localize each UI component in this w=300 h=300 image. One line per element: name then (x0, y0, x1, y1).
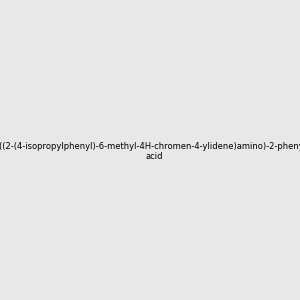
Text: (E)-2-((2-(4-isopropylphenyl)-6-methyl-4H-chromen-4-ylidene)amino)-2-phenylaceti: (E)-2-((2-(4-isopropylphenyl)-6-methyl-4… (0, 142, 300, 161)
